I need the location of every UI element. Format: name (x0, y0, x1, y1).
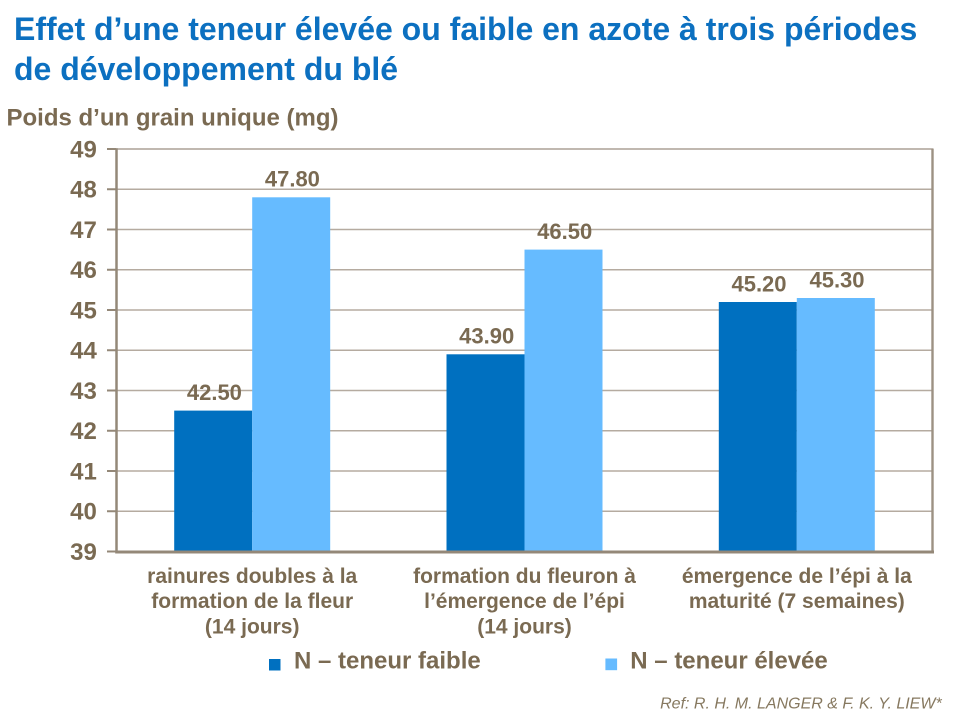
svg-text:46: 46 (70, 257, 97, 284)
svg-text:43: 43 (70, 378, 97, 405)
svg-text:41: 41 (70, 458, 97, 485)
svg-text:45.30: 45.30 (809, 267, 864, 292)
svg-text:formation du fleuron à: formation du fleuron à (413, 565, 636, 588)
svg-text:47.80: 47.80 (265, 167, 320, 192)
svg-text:46.50: 46.50 (537, 219, 592, 244)
svg-text:45: 45 (70, 297, 97, 324)
svg-text:Effet d’une teneur élevée ou f: Effet d’une teneur élevée ou faible en a… (14, 11, 917, 47)
svg-text:N – teneur faible: N – teneur faible (294, 648, 481, 675)
svg-text:48: 48 (70, 177, 97, 204)
svg-text:45.20: 45.20 (731, 271, 786, 296)
svg-text:42: 42 (70, 418, 97, 445)
svg-text:42.50: 42.50 (187, 380, 242, 405)
svg-text:formation de la fleur: formation de la fleur (151, 590, 353, 613)
svg-text:43.90: 43.90 (459, 324, 514, 349)
svg-text:maturité (7 semaines): maturité (7 semaines) (689, 590, 905, 613)
svg-text:40: 40 (70, 499, 97, 526)
svg-text:N – teneur élevée: N – teneur élevée (630, 648, 827, 675)
svg-text:39: 39 (70, 539, 97, 566)
svg-text:rainures doubles à la: rainures doubles à la (147, 565, 357, 588)
svg-text:l’émergence de l’épi: l’émergence de l’épi (424, 590, 625, 613)
svg-text:49: 49 (70, 136, 97, 163)
svg-text:44: 44 (70, 338, 97, 365)
svg-text:émergence de l’épi à la: émergence de l’épi à la (682, 565, 912, 588)
svg-text:(14 jours): (14 jours) (205, 616, 300, 639)
svg-text:(14 jours): (14 jours) (477, 616, 572, 639)
svg-text:47: 47 (70, 217, 97, 244)
svg-text:de développement du blé: de développement du blé (14, 51, 398, 87)
svg-text:Ref: R. H. M. LANGER & F. K. Y: Ref: R. H. M. LANGER & F. K. Y. LIEW* (660, 695, 942, 712)
svg-text:Poids d’un grain unique (mg): Poids d’un grain unique (mg) (7, 105, 339, 132)
